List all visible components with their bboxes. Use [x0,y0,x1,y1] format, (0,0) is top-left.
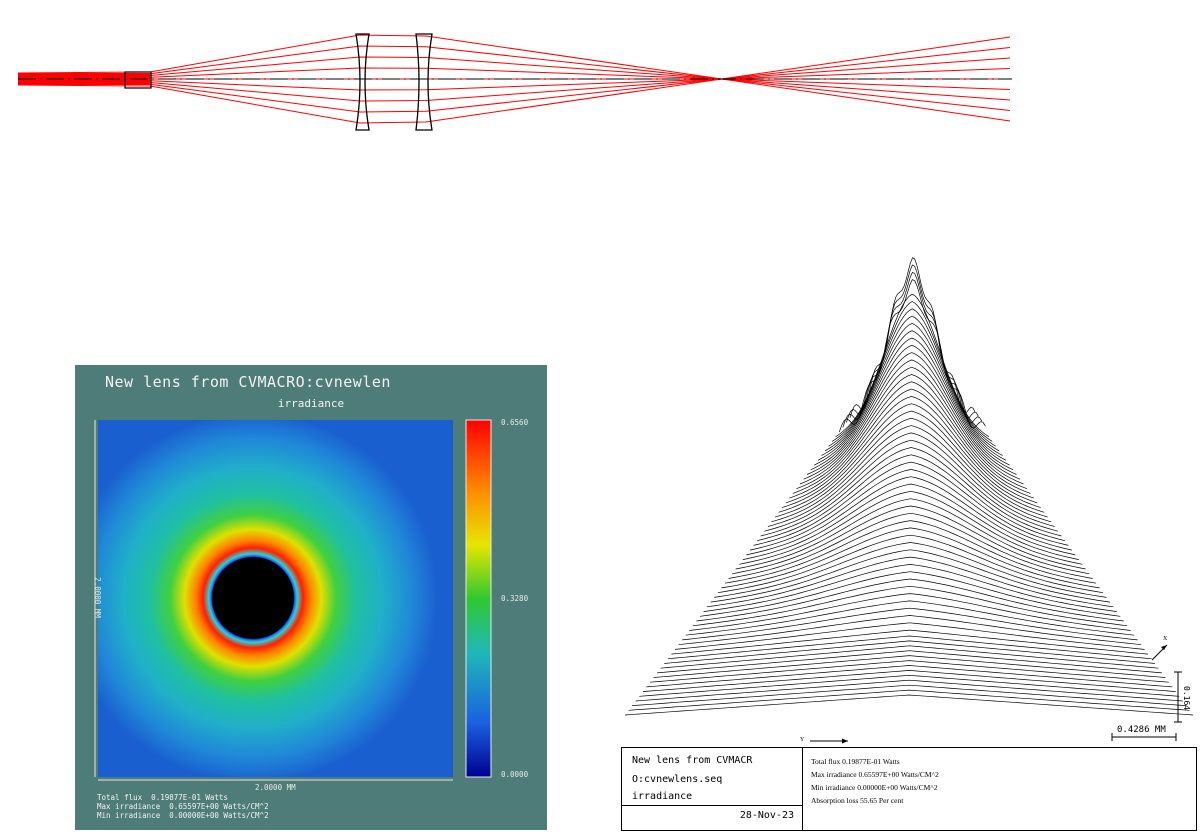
surface-line [792,381,1031,494]
surface-line [746,476,1076,556]
title-block-left: New lens from CVMACR O:cvnewlens.seq irr… [622,748,803,830]
surface-line [814,337,1010,466]
surface-line [821,323,1003,456]
ray-line [17,36,1011,124]
surface-line [835,293,989,437]
plot-date: 28-Nov-23 [739,810,794,821]
surface-line [664,640,1155,664]
surface-line [685,600,1135,636]
x-axis-label: X [1163,636,1168,642]
surface-line [831,301,993,442]
title-block: New lens from CVMACR O:cvnewlens.seq irr… [621,747,1197,831]
surface-line [799,366,1024,485]
surface-line [824,315,1000,452]
surface-line [710,549,1111,603]
surface-line [635,679,1183,702]
surface-line [714,542,1107,598]
surface-line [796,374,1028,490]
surface-line [660,645,1159,669]
surface-line [728,512,1093,579]
colorbar-mid-label: 0.3280 [501,594,529,603]
surface-line [639,674,1180,697]
surface-line [739,490,1083,565]
surface-line [721,527,1100,589]
surface-line [632,684,1187,706]
scale-label: 0.4286 MM [1117,725,1166,735]
title-line-2: O:cvnewlens.seq [632,774,723,785]
surface-line [749,469,1072,551]
max-irradiance: Max irradiance 0.65597E+00 Watts/CM^2 [97,802,269,811]
surface-line [757,454,1066,542]
panel-subtitle: irradiance [277,397,345,410]
surface-line [806,352,1017,475]
irradiance-map [94,419,492,781]
surface-line [742,483,1079,560]
surface-line [674,622,1145,650]
title-line-3: irradiance [632,791,693,802]
surface-line [699,571,1121,617]
tb-max-irradiance: Max irradiance 0.65597E+00 Watts/CM^2 [811,770,939,779]
surface-line [781,403,1041,508]
surface-line [628,689,1190,711]
irradiance-map-panel: New lens from CVMACRO:cvnewlen irradianc… [75,365,547,830]
surface-line [785,396,1038,504]
surface-line [817,330,1007,461]
x-size-label: 2.0000 MM [255,783,296,792]
lens-element-1 [355,33,370,131]
surface-line [657,650,1162,674]
surface-line [642,670,1176,692]
surface-line [689,593,1131,631]
surface-line [649,660,1169,683]
surface-line [724,520,1097,584]
surface-mesh [624,257,1194,716]
surface-line [735,498,1086,570]
panel-title: New lens from CVMACRO:cvnewlen [105,373,391,391]
irradiance-image [98,420,453,777]
surface-line [838,279,986,433]
surface-line [667,635,1152,660]
surface-line [771,425,1052,523]
surface-line [764,439,1059,532]
lens-element-2 [415,33,433,131]
surface-line [692,585,1128,627]
title-line-1: New lens from CVMACR [632,755,753,766]
surface-line [803,359,1021,480]
surface-line [828,308,996,447]
surface-line [678,615,1142,646]
surface-line [774,417,1048,518]
z-scale-label: 0.164 [1182,686,1191,710]
tb-absorption-loss: Absorption loss 55.65 Per cent [811,796,904,805]
source-element [124,71,152,89]
surface-line [671,629,1149,655]
surface-line [767,432,1055,527]
tb-min-irradiance: Min irradiance 0.00000E+00 Watts/CM^2 [811,783,938,792]
surface-line [778,410,1045,513]
ray-line [17,34,1011,122]
colorbar-min-label: 0.0000 [501,770,529,779]
surface-line [810,344,1014,471]
surface-line [717,534,1104,594]
colorbar [465,419,492,778]
tb-total-flux: Total flux 0.19877E-01 Watts [811,757,900,766]
surface-line [682,607,1138,641]
surface-line [646,665,1173,688]
surface-line [789,388,1034,499]
colorbar-max-label: 0.6560 [501,418,529,427]
total-flux: Total flux 0.19877E-01 Watts [97,793,228,802]
surface-line [624,694,1194,716]
surface-line [760,447,1062,537]
surface-line [703,564,1117,612]
surface-line [732,505,1090,575]
surface-line [696,578,1124,622]
min-irradiance: Min irradiance 0.00000E+00 Watts/CM^2 [97,811,269,820]
surface-line [753,461,1069,546]
surface-line [653,655,1166,678]
surface-line [707,556,1114,608]
y-axis-label: Y [800,737,805,743]
